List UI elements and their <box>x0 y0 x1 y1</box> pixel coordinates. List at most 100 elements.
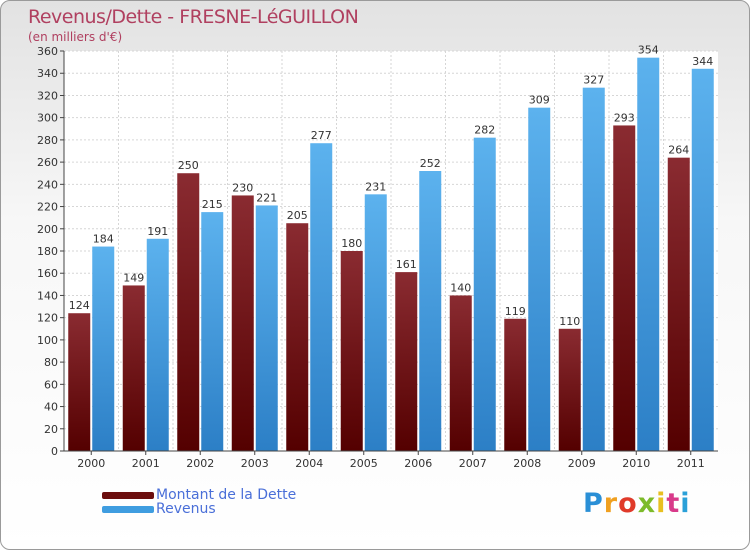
x-tick-label: 2001 <box>132 457 160 470</box>
data-label: 344 <box>692 55 713 68</box>
x-tick-label: 2003 <box>241 457 269 470</box>
axes: 0 20 40 60 80 100 120 140 160 180 200 220 240 260 280 3… <box>37 45 718 470</box>
bar-dette <box>613 125 636 451</box>
bar-revenus <box>364 194 387 452</box>
legend-label-dette: Montant de la Dette <box>156 487 297 503</box>
y-tick-label: 60 <box>44 378 58 391</box>
data-label: 149 <box>123 271 144 284</box>
x-tick-label: 2008 <box>513 457 541 470</box>
bar-dette <box>449 295 472 451</box>
x-tick-label: 2004 <box>295 457 323 470</box>
bar-dette <box>558 328 581 451</box>
y-tick-label: 180 <box>37 245 58 258</box>
data-label: 327 <box>583 74 604 87</box>
data-label: 215 <box>202 198 223 211</box>
y-tick-label: 20 <box>44 423 58 436</box>
data-label: 309 <box>529 94 550 107</box>
legend-item-dette: Montant de la Dette <box>102 487 297 503</box>
y-tick-label: 220 <box>37 201 58 214</box>
x-tick-label: 2011 <box>677 457 705 470</box>
proxiti-logo: Proxiti <box>583 488 691 519</box>
bar-dette <box>177 173 200 451</box>
x-tick-label: 2000 <box>77 457 105 470</box>
data-label: 140 <box>450 281 471 294</box>
logo-letter: P <box>583 488 604 519</box>
bar-dette <box>68 313 91 451</box>
y-tick-label: 260 <box>37 156 58 169</box>
data-label: 277 <box>311 129 332 142</box>
y-tick-label: 300 <box>37 112 58 125</box>
data-label: 230 <box>232 181 253 194</box>
y-tick-label: 280 <box>37 134 58 147</box>
bar-dette <box>340 251 363 451</box>
data-label: 191 <box>147 225 168 238</box>
logo-letter: i <box>680 488 691 519</box>
legend-item-revenus: Revenus <box>102 501 216 517</box>
data-label: 221 <box>256 191 277 204</box>
legend-swatch-revenus <box>102 505 154 513</box>
legend-swatch-dette <box>102 491 154 499</box>
x-tick-label: 2010 <box>622 457 650 470</box>
bar-revenus <box>310 143 333 451</box>
data-label: 205 <box>287 209 308 222</box>
bar-revenus <box>528 107 551 452</box>
data-label: 231 <box>365 180 386 193</box>
logo-letter: r <box>603 488 619 519</box>
logo-letter: t <box>666 488 681 519</box>
data-label: 264 <box>668 144 689 157</box>
data-label: 252 <box>420 157 441 170</box>
y-tick-label: 240 <box>37 178 58 191</box>
bar-revenus <box>419 171 442 451</box>
bar-dette <box>667 157 690 451</box>
x-tick-label: 2009 <box>568 457 596 470</box>
x-tick-label: 2006 <box>404 457 432 470</box>
y-tick-label: 340 <box>37 67 58 80</box>
data-label: 180 <box>341 237 362 250</box>
chart-subtitle: (en milliers d'€) <box>28 30 123 44</box>
bar-revenus <box>92 246 115 451</box>
x-tick-label: 2002 <box>186 457 214 470</box>
bar-dette <box>286 223 309 451</box>
bar-dette <box>122 285 145 451</box>
y-tick-label: 140 <box>37 289 58 302</box>
data-label: 161 <box>396 258 417 271</box>
data-label: 110 <box>559 315 580 328</box>
bar-dette <box>504 318 527 451</box>
bar-dette <box>395 272 418 451</box>
gridlines <box>64 50 718 451</box>
data-label: 124 <box>69 299 90 312</box>
data-label: 250 <box>178 159 199 172</box>
y-tick-label: 40 <box>44 401 58 414</box>
chart-title: Revenus/Dette - FRESNE-LéGUILLON <box>28 6 359 28</box>
bar-revenus <box>691 68 714 452</box>
legend-label-revenus: Revenus <box>156 501 216 517</box>
x-tick-label: 2005 <box>350 457 378 470</box>
y-tick-label: 80 <box>44 356 58 369</box>
y-tick-label: 100 <box>37 334 58 347</box>
y-tick-label: 0 <box>51 445 58 458</box>
x-tick-label: 2007 <box>459 457 487 470</box>
data-label: 184 <box>93 233 114 246</box>
y-tick-label: 120 <box>37 312 58 325</box>
bar-revenus <box>146 238 169 451</box>
bar-revenus <box>255 205 278 451</box>
bar-revenus <box>637 57 660 452</box>
logo-letter: o <box>618 488 638 519</box>
data-label: 282 <box>474 124 495 137</box>
y-tick-label: 160 <box>37 267 58 280</box>
logo-letter: x <box>637 488 657 519</box>
bar-revenus <box>473 137 496 451</box>
y-tick-label: 320 <box>37 89 58 102</box>
bars <box>68 57 714 452</box>
y-tick-label: 200 <box>37 223 58 236</box>
logo-letter: i <box>656 488 667 519</box>
data-label: 119 <box>505 305 526 318</box>
data-label: 354 <box>638 44 659 57</box>
data-label: 293 <box>614 111 635 124</box>
bar-dette <box>231 195 254 451</box>
bar-revenus <box>201 212 224 451</box>
bar-revenus <box>582 87 605 452</box>
